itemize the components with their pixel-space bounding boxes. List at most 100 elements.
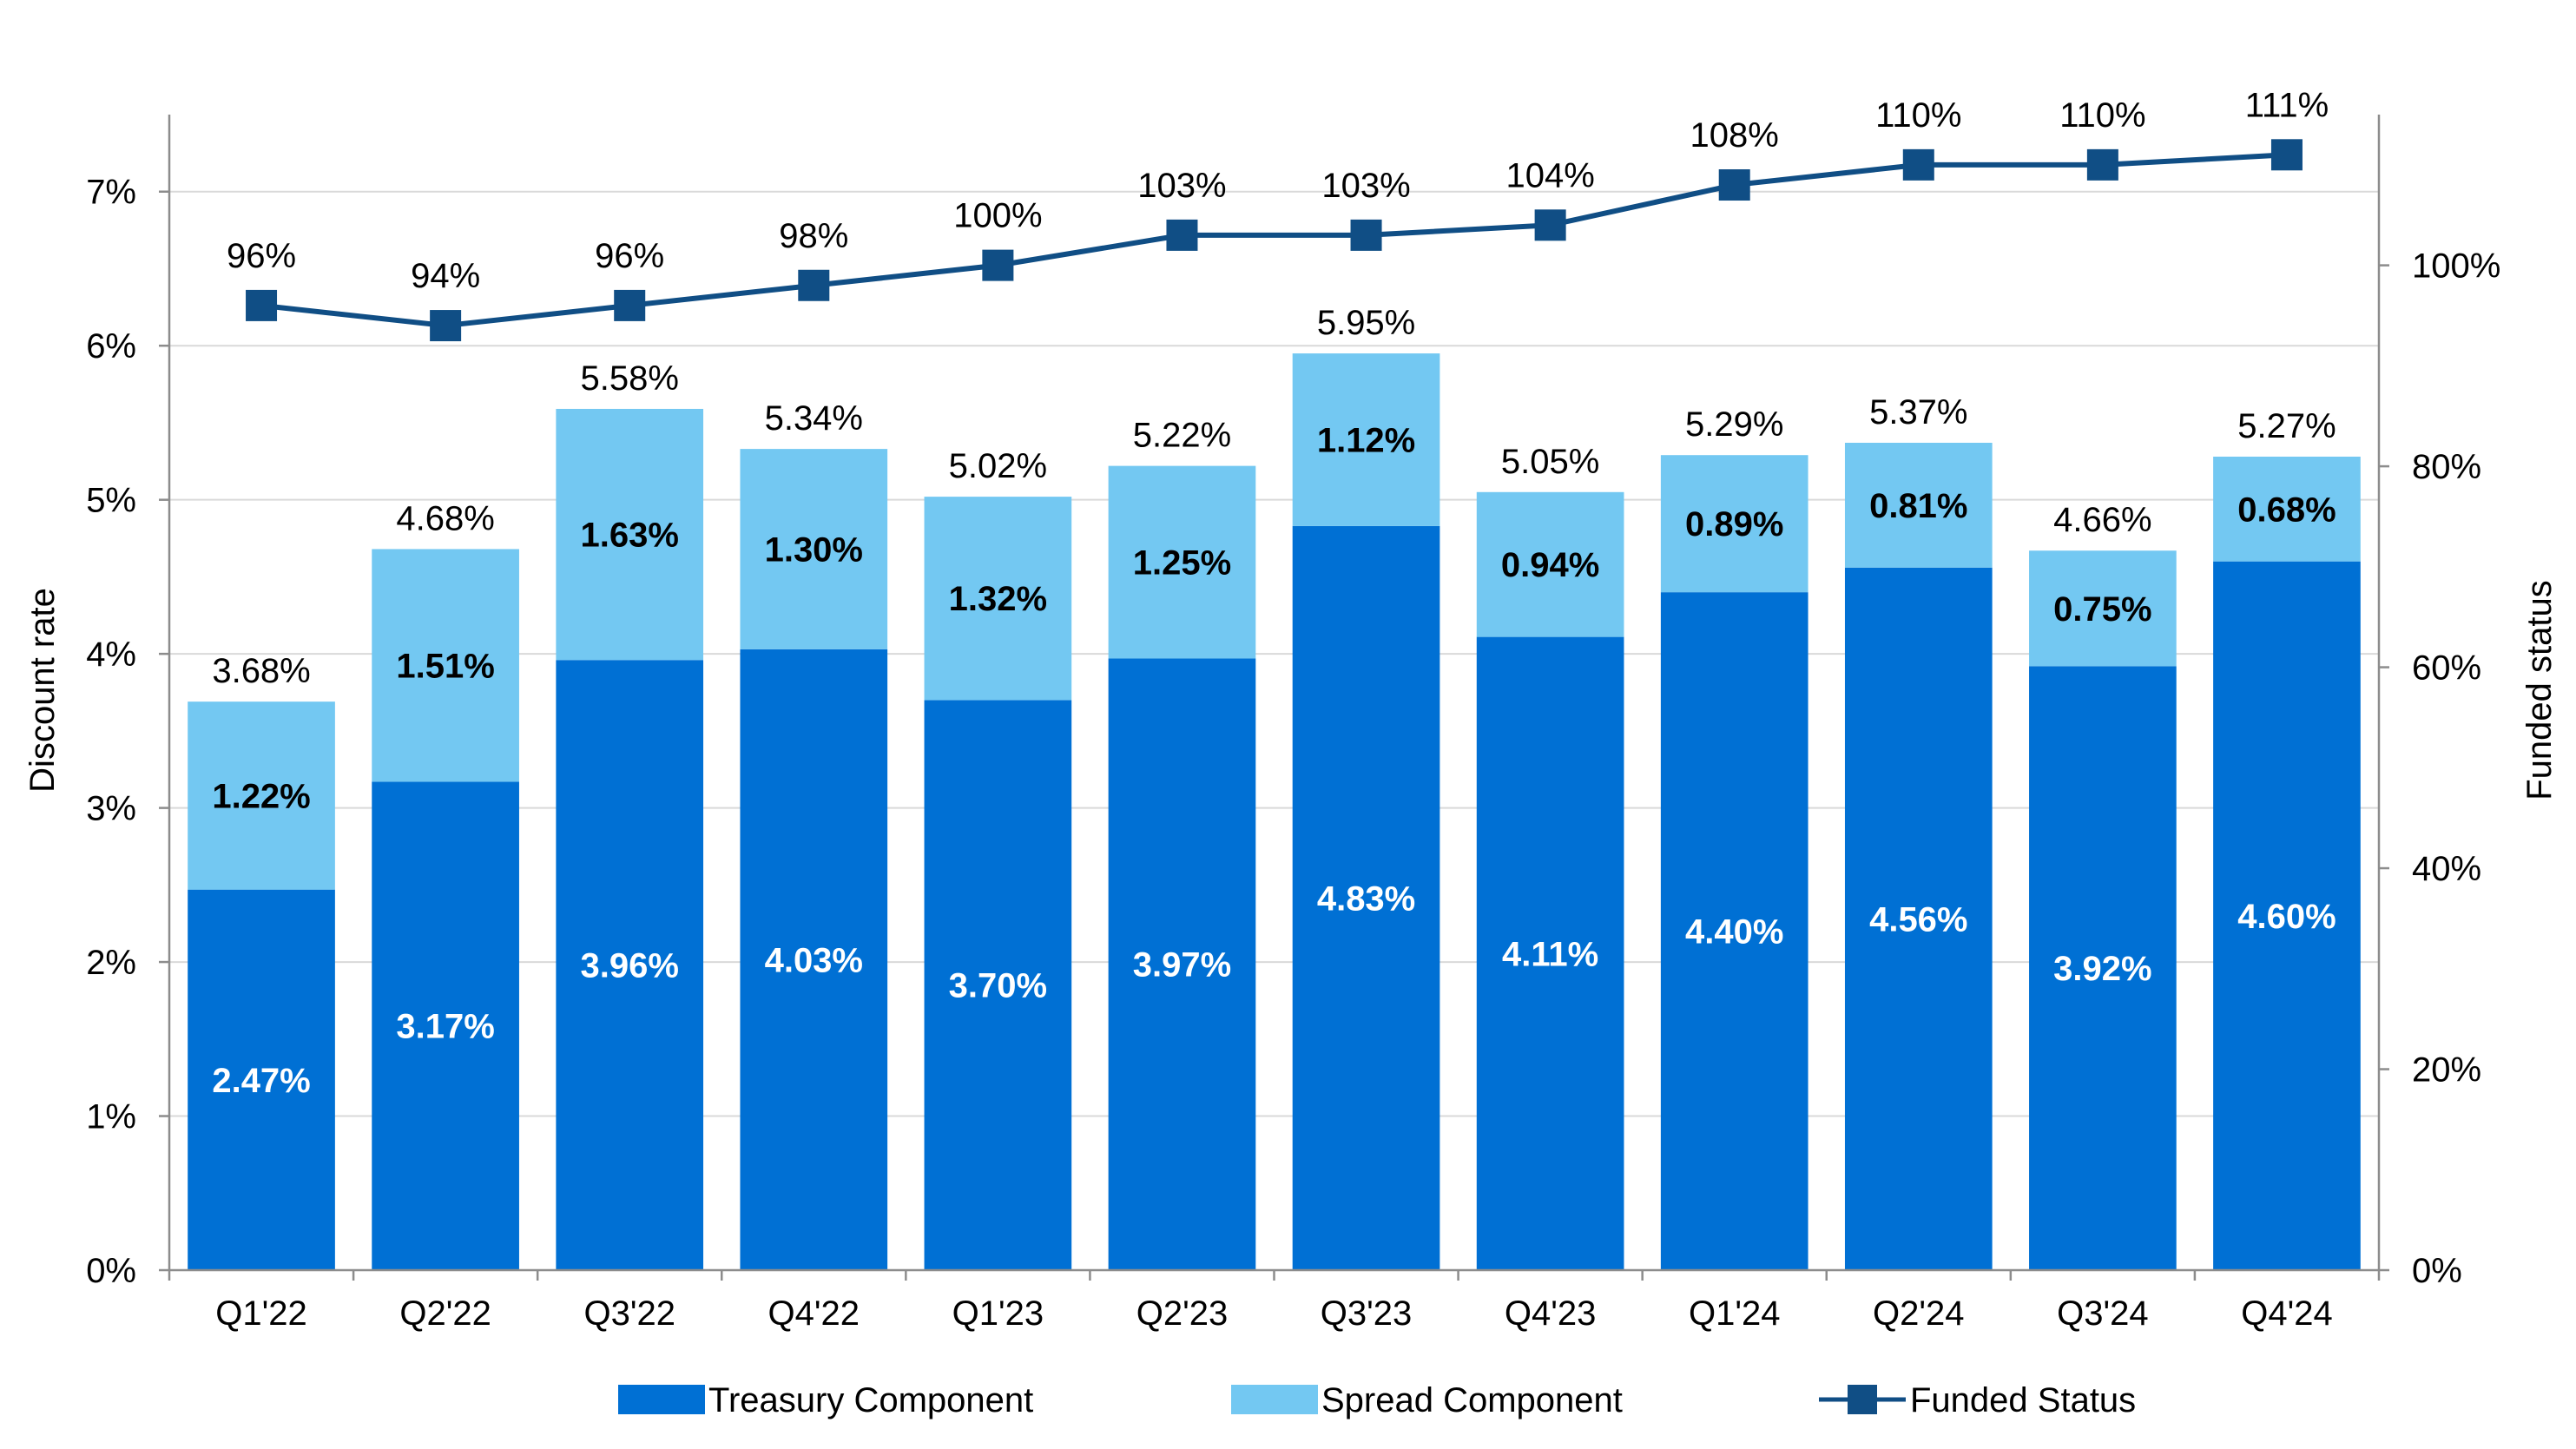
funded-status-label: 96% — [595, 237, 664, 275]
funded-status-label: 98% — [779, 217, 848, 255]
total-value-label: 5.22% — [1133, 417, 1231, 455]
bar-spread — [924, 497, 1072, 701]
y-tick-label: 3% — [86, 790, 136, 828]
bar-spread — [556, 408, 704, 661]
legend-swatch-treasury — [618, 1385, 705, 1414]
y-tick-label: 4% — [86, 636, 136, 674]
legend-label-spread: Spread Component — [1321, 1381, 1623, 1419]
funded-status-marker — [2270, 139, 2303, 171]
spread-value-label: 0.68% — [2237, 491, 2336, 529]
bar-spread — [188, 701, 335, 890]
bar-spread — [1292, 353, 1440, 526]
x-tick-label: Q1'23 — [952, 1294, 1044, 1333]
spread-value-label: 0.75% — [2053, 590, 2151, 629]
treasury-value-label: 3.17% — [396, 1008, 494, 1046]
x-tick-label: Q4'22 — [768, 1294, 860, 1333]
spread-value-label: 1.12% — [1317, 421, 1415, 459]
treasury-value-label: 3.70% — [949, 967, 1047, 1005]
y2-tick-label: 80% — [2412, 448, 2481, 486]
bar-spread — [2029, 550, 2177, 667]
funded-status-marker — [1350, 219, 1382, 251]
bar-treasury — [740, 649, 888, 1270]
total-value-label: 5.37% — [1869, 393, 1967, 431]
bar-treasury — [556, 660, 704, 1270]
y-tick-label: 6% — [86, 327, 136, 366]
bar-treasury — [1108, 658, 1256, 1270]
funded-status-polyline — [260, 152, 2288, 329]
y2-axis-title: Funded status — [2520, 580, 2559, 800]
funded-status-label: 96% — [227, 237, 296, 275]
funded-status-marker — [1166, 219, 1198, 251]
y-tick-label: 2% — [86, 944, 136, 982]
treasury-value-label: 4.03% — [765, 941, 863, 979]
funded-status-marker — [430, 310, 462, 342]
funded-status-label: 110% — [2059, 96, 2145, 135]
funded-status-marker — [982, 249, 1014, 281]
bar-treasury — [372, 781, 519, 1270]
total-value-label: 4.68% — [396, 499, 494, 537]
y-tick-label: 1% — [86, 1098, 136, 1136]
bar-treasury — [1844, 567, 1993, 1270]
x-tick-label: Q3'22 — [583, 1294, 675, 1333]
legend: Treasury Component Spread Component Fund… — [618, 1381, 2136, 1419]
total-value-label: 5.58% — [580, 359, 678, 398]
funded-status-label: 103% — [1137, 167, 1226, 205]
legend-swatch-spread — [1231, 1385, 1318, 1414]
y2-tick-label: 20% — [2412, 1051, 2481, 1090]
total-value-label: 5.02% — [949, 447, 1047, 485]
spread-value-label: 0.81% — [1869, 487, 1967, 525]
treasury-value-label: 4.60% — [2237, 898, 2336, 936]
bar-spread — [1844, 443, 1993, 568]
bar-spread — [1660, 455, 1808, 593]
bar-treasury — [1292, 525, 1440, 1270]
bar-treasury — [2213, 561, 2361, 1270]
bar-treasury — [1476, 636, 1624, 1270]
total-value-label: 4.66% — [2053, 501, 2151, 539]
treasury-value-label: 2.47% — [212, 1062, 310, 1100]
treasury-value-label: 3.96% — [580, 947, 678, 985]
treasury-value-label: 4.40% — [1685, 913, 1783, 952]
x-tick-label: Q3'23 — [1321, 1294, 1413, 1333]
funded-status-label: 108% — [1690, 116, 1779, 155]
x-tick-label: Q4'23 — [1505, 1294, 1597, 1333]
x-tick-label: Q2'24 — [1873, 1294, 1965, 1333]
x-tick-label: Q2'23 — [1136, 1294, 1229, 1333]
bar-spread — [2213, 456, 2361, 562]
spread-value-label: 1.25% — [1133, 544, 1231, 583]
legend-label-treasury: Treasury Component — [708, 1381, 1033, 1419]
bar-treasury — [2029, 666, 2177, 1270]
funded-status-marker — [1718, 169, 1750, 201]
bar-treasury — [1660, 592, 1808, 1270]
total-value-label: 5.05% — [1501, 443, 1599, 481]
x-tick-label: Q4'24 — [2241, 1294, 2333, 1333]
bar-treasury — [924, 700, 1072, 1270]
y-tick-label: 0% — [86, 1252, 136, 1290]
y2-tick-label: 0% — [2412, 1252, 2462, 1290]
gridlines — [169, 190, 2379, 1117]
x-tick-label: Q3'24 — [2057, 1294, 2149, 1333]
treasury-value-label: 3.97% — [1133, 946, 1231, 985]
treasury-value-label: 3.92% — [2053, 950, 2151, 988]
funded-status-marker — [798, 269, 830, 301]
funded-status-marker — [1534, 209, 1566, 241]
total-value-label: 3.68% — [212, 652, 310, 690]
y2-tick-label: 60% — [2412, 649, 2481, 688]
x-tick-label: Q1'24 — [1689, 1294, 1781, 1333]
bar-spread — [740, 449, 888, 649]
x-tick-label: Q1'22 — [215, 1294, 307, 1333]
y2-tick-label: 100% — [2412, 247, 2500, 286]
funded-status-line — [246, 139, 2303, 342]
treasury-value-label: 4.11% — [1502, 935, 1598, 973]
funded-status-marker — [2086, 148, 2118, 181]
total-value-label: 5.27% — [2237, 407, 2336, 445]
y-axis-title: Discount rate — [23, 588, 62, 793]
spread-value-label: 1.30% — [765, 530, 863, 569]
bar-spread — [1108, 465, 1256, 659]
spread-value-label: 0.89% — [1685, 505, 1783, 543]
stacked-bars — [188, 353, 2361, 1270]
spread-value-label: 0.94% — [1501, 546, 1599, 584]
funded-status-marker — [1902, 148, 1934, 181]
total-value-label: 5.34% — [765, 399, 863, 438]
funded-status-label: 111% — [2245, 86, 2329, 124]
